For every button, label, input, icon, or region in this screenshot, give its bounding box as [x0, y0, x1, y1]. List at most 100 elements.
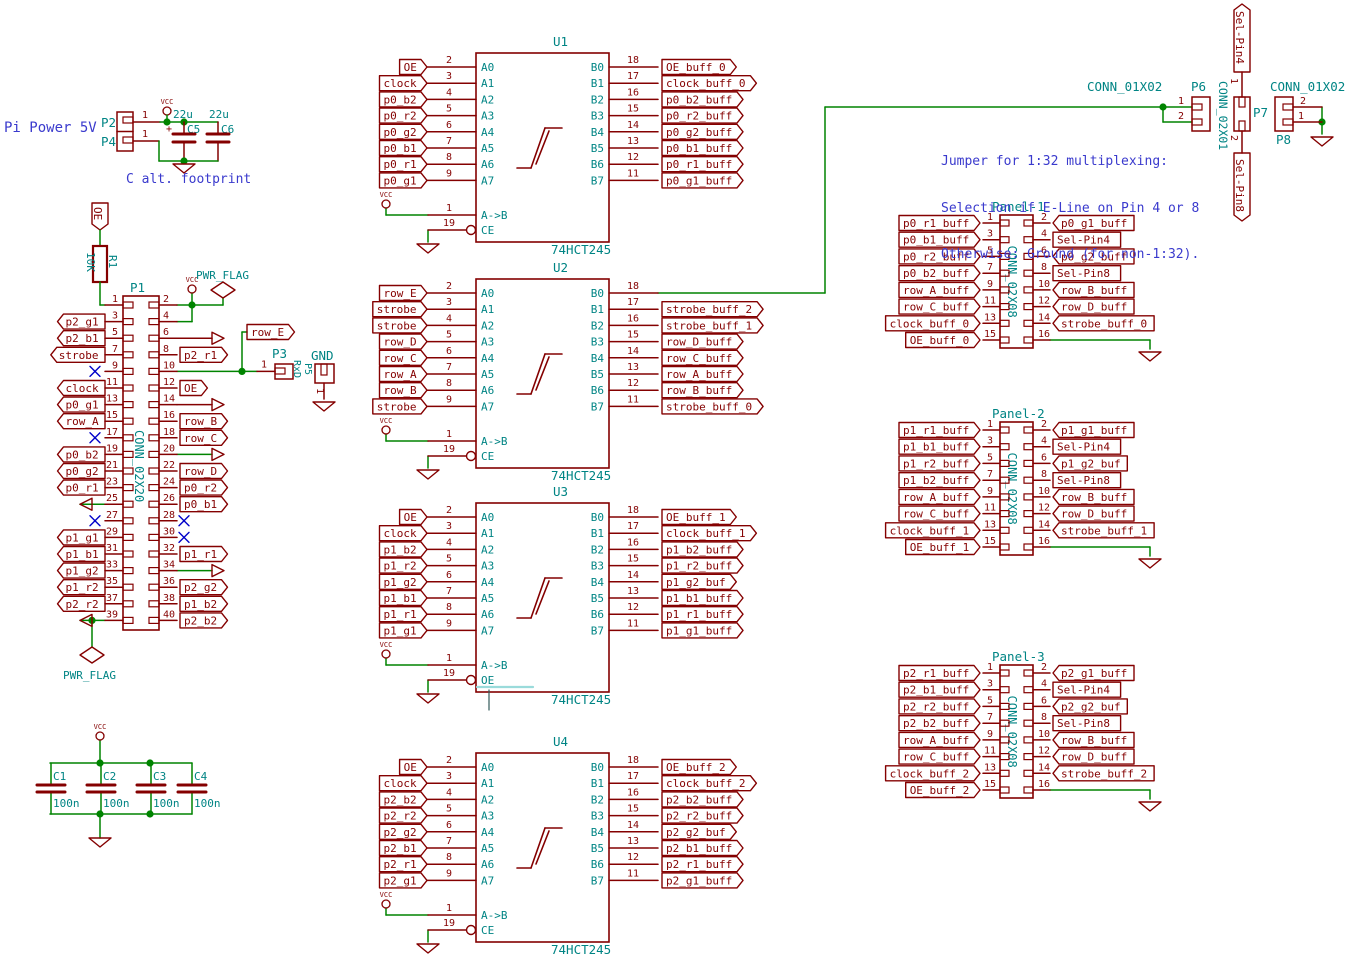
net-label-p1_b2[interactable]: p1_b2 — [378, 541, 428, 558]
net-label-p2_r1[interactable]: p2_r1 — [378, 856, 428, 873]
net-label-p1_r1[interactable]: p1_r1 — [179, 545, 229, 563]
net-label-row_C_buff[interactable]: row_C_buff — [661, 349, 744, 366]
net-label-p1_r1_buff[interactable]: p1_r1_buff — [661, 606, 744, 623]
net-label-p0_b1[interactable]: p0_b1 — [179, 496, 229, 513]
net-label-p1_b1[interactable]: p1_b1 — [56, 545, 106, 563]
connector-p8[interactable]: CONN_01X02 P8 2 1 — [1270, 79, 1345, 147]
net-label-row_B_buff[interactable]: row_B_buff — [1052, 281, 1135, 299]
cap-c4[interactable]: C4 100n — [176, 762, 221, 815]
net-label-strobe_buff_1[interactable]: strobe_buff_1 — [661, 317, 764, 334]
net-label-row_D_buff[interactable]: row_D_buff — [1052, 748, 1135, 765]
net-label-row_C_buff[interactable]: row_C_buff — [898, 748, 981, 765]
net-label-clock[interactable]: clock — [378, 525, 428, 542]
net-label-p2_r2_buff[interactable]: p2_r2_buff — [661, 807, 744, 824]
net-label-strobe_buff_1[interactable]: strobe_buff_1 — [1052, 522, 1155, 539]
net-label-clock[interactable]: clock — [56, 379, 106, 397]
net-label-p1_r2_buff[interactable]: p1_r2_buff — [661, 557, 744, 574]
net-label-row_A_buff[interactable]: row_A_buff — [898, 731, 981, 749]
net-label-p2_b1[interactable]: p2_b1 — [56, 330, 106, 347]
net-label-Sel-Pin8[interactable]: Sel-Pin8 — [1052, 265, 1122, 282]
net-label-p2_b2[interactable]: p2_b2 — [179, 612, 229, 629]
net-label-p1_b1_buff[interactable]: p1_b1_buff — [661, 589, 744, 607]
net-label-row_D_buff[interactable]: row_D_buff — [661, 333, 744, 350]
connector-p6[interactable]: CONN_01X02 P6 1 2 — [1087, 79, 1211, 132]
net-label-strobe_buff_2[interactable]: strobe_buff_2 — [1052, 765, 1155, 782]
net-label-row_D[interactable]: row_D — [179, 462, 229, 480]
net-label-OE_buff_2[interactable]: OE_buff_2 — [661, 758, 737, 776]
net-label-p0_r1[interactable]: p0_r1 — [56, 479, 106, 496]
net-label-p1_r1_buff[interactable]: p1_r1_buff — [898, 421, 981, 439]
net-label-strobe[interactable]: strobe — [372, 398, 428, 415]
net-label-row_B[interactable]: row_B — [179, 413, 229, 430]
net-label-row_B_buff[interactable]: row_B_buff — [1052, 731, 1135, 749]
net-label-p2_b2[interactable]: p2_b2 — [378, 791, 428, 808]
net-label-p1_b1_buff[interactable]: p1_b1_buff — [898, 438, 981, 455]
net-label-p2_r1[interactable]: p2_r1 — [179, 346, 229, 363]
net-label-p2_g1_buff[interactable]: p2_g1_buff — [1052, 664, 1135, 682]
net-label-OE[interactable]: OE — [398, 58, 428, 76]
net-label-row_A_buff[interactable]: row_A_buff — [661, 365, 744, 383]
net-label-Sel-Pin8[interactable]: Sel-Pin8 — [1233, 152, 1251, 222]
net-label-p2_g2[interactable]: p2_g2 — [179, 579, 229, 596]
net-label-row_B_buff[interactable]: row_B_buff — [661, 382, 744, 399]
net-label-p0_b2[interactable]: p0_b2 — [378, 91, 428, 108]
net-label-p2_g2_buf[interactable]: p2_g2_buf — [1052, 698, 1129, 715]
net-label-p1_r2[interactable]: p1_r2 — [378, 557, 428, 574]
net-label-p0_g2[interactable]: p0_g2 — [56, 462, 106, 480]
net-label-p0_b2_buff[interactable]: p0_b2_buff — [898, 265, 981, 282]
net-label-row_B_buff[interactable]: row_B_buff — [1052, 488, 1135, 506]
net-label-p0_g1[interactable]: p0_g1 — [378, 172, 428, 189]
net-label-clock_buff_0[interactable]: clock_buff_0 — [661, 74, 758, 92]
connector-p7[interactable]: Sel-Pin4 Sel-Pin8 1 2 P7 CONN_02X01 — [1216, 3, 1268, 222]
net-label-OE_buff_1[interactable]: OE_buff_1 — [905, 538, 981, 556]
net-label-clock[interactable]: clock — [378, 775, 428, 792]
cap-c2[interactable]: C2 100n — [85, 762, 130, 815]
net-label-clock[interactable]: clock — [378, 74, 428, 92]
net-label-p1_r2_buff[interactable]: p1_r2_buff — [898, 455, 981, 472]
net-label-strobe[interactable]: strobe — [50, 346, 106, 363]
net-label-p0_b2_buff[interactable]: p0_b2_buff — [661, 91, 744, 108]
net-label-OE[interactable]: OE — [398, 758, 428, 776]
net-label-p0_r2[interactable]: p0_r2 — [179, 479, 229, 496]
net-label-row_C_buff[interactable]: row_C_buff — [898, 505, 981, 522]
net-label-clock_buff_1[interactable]: clock_buff_1 — [884, 522, 981, 539]
net-label-p0_g1_buff[interactable]: p0_g1_buff — [661, 172, 744, 189]
net-label-p2_b2_buff[interactable]: p2_b2_buff — [898, 715, 981, 732]
net-label-p1_g2[interactable]: p1_g2 — [56, 562, 106, 579]
net-label-strobe_buff_0[interactable]: strobe_buff_0 — [661, 398, 764, 415]
net-label-OE_buff_0[interactable]: OE_buff_0 — [905, 331, 981, 349]
net-label-p2_b1_buff[interactable]: p2_b1_buff — [661, 839, 744, 857]
net-label-p1_r2[interactable]: p1_r2 — [56, 579, 106, 596]
net-label-p0_b1_buff[interactable]: p0_b1_buff — [898, 231, 981, 248]
net-label-Sel-Pin4[interactable]: Sel-Pin4 — [1052, 438, 1122, 455]
net-label-OE[interactable]: OE — [179, 379, 209, 397]
net-label-p1_g1[interactable]: p1_g1 — [56, 529, 106, 546]
net-label-p2_r1_buff[interactable]: p2_r1_buff — [898, 664, 981, 682]
net-label-clock_buff_0[interactable]: clock_buff_0 — [884, 315, 981, 332]
net-label-p2_r2[interactable]: p2_r2 — [56, 595, 106, 612]
net-label-p1_b2_buff[interactable]: p1_b2_buff — [898, 472, 981, 489]
net-label-row_A[interactable]: row_A — [56, 413, 106, 430]
net-label-p1_g2_buf[interactable]: p1_g2_buf — [661, 573, 737, 590]
net-label-p2_r1_buff[interactable]: p2_r1_buff — [661, 856, 744, 873]
net-label-row_A[interactable]: row_A — [378, 365, 428, 383]
net-label-p0_b1[interactable]: p0_b1 — [378, 139, 428, 157]
net-label-clock_buff_2[interactable]: clock_buff_2 — [884, 765, 981, 782]
decoupling-caps[interactable]: VCC C1 100n C2 100n C3 100n C4 100n — [35, 723, 221, 848]
net-label-OE_buff_0[interactable]: OE_buff_0 — [661, 58, 737, 76]
net-label-p1_b2_buff[interactable]: p1_b2_buff — [661, 541, 744, 558]
net-label-p0_r1_buff[interactable]: p0_r1_buff — [898, 214, 981, 232]
net-label-row_C[interactable]: row_C — [378, 349, 428, 366]
net-label-Sel-Pin4[interactable]: Sel-Pin4 — [1233, 3, 1251, 73]
net-label-p2_g2_buf[interactable]: p2_g2_buf — [661, 823, 737, 840]
net-label-strobe[interactable]: strobe — [372, 301, 428, 318]
oe-pullup[interactable]: OE 10K R1 — [84, 202, 119, 306]
net-label-p2_g1[interactable]: p2_g1 — [378, 872, 428, 889]
